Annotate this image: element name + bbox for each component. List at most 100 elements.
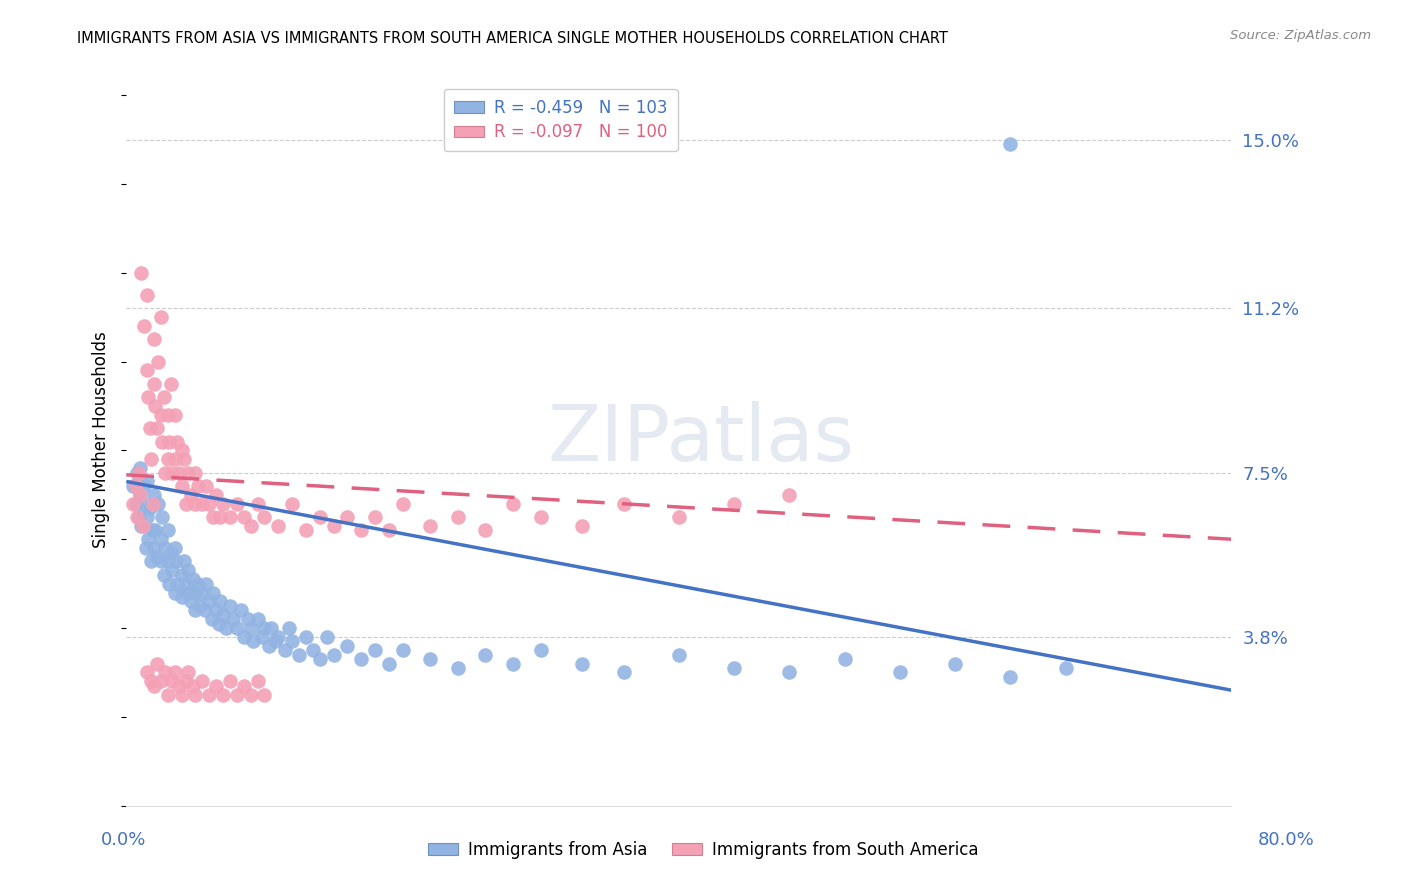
Point <box>232 679 254 693</box>
Point <box>122 497 145 511</box>
Point <box>180 594 202 608</box>
Point <box>141 674 163 689</box>
Point <box>260 621 283 635</box>
Point <box>163 665 186 680</box>
Point <box>668 510 690 524</box>
Point <box>239 621 262 635</box>
Point <box>250 630 273 644</box>
Point <box>149 310 172 325</box>
Point <box>177 585 200 599</box>
Point <box>156 408 179 422</box>
Point <box>143 399 166 413</box>
Point <box>127 510 149 524</box>
Point <box>174 576 197 591</box>
Point <box>174 674 197 689</box>
Point <box>364 510 387 524</box>
Point <box>205 488 228 502</box>
Legend: R = -0.459   N = 103, R = -0.097   N = 100: R = -0.459 N = 103, R = -0.097 N = 100 <box>444 88 678 152</box>
Point <box>170 590 193 604</box>
Point <box>364 643 387 657</box>
Point <box>264 634 287 648</box>
Point <box>149 533 172 547</box>
Point <box>668 648 690 662</box>
Point <box>295 630 318 644</box>
Point <box>160 563 183 577</box>
Point <box>198 497 221 511</box>
Point <box>167 679 190 693</box>
Point <box>159 376 181 391</box>
Point <box>246 497 269 511</box>
Y-axis label: Single Mother Households: Single Mother Households <box>93 331 110 548</box>
Point <box>159 545 181 559</box>
Point <box>177 563 200 577</box>
Point <box>194 603 217 617</box>
Point <box>174 497 197 511</box>
Point <box>150 510 173 524</box>
Point <box>142 679 165 693</box>
Point <box>132 497 155 511</box>
Point <box>253 688 276 702</box>
Point <box>322 519 344 533</box>
Point <box>191 674 214 689</box>
Point <box>170 567 193 582</box>
Point <box>129 488 152 502</box>
Point <box>391 643 413 657</box>
Point <box>723 497 745 511</box>
Point <box>191 497 214 511</box>
Point <box>157 576 180 591</box>
Point <box>136 288 159 302</box>
Point <box>160 674 183 689</box>
Point <box>163 541 186 555</box>
Point <box>141 554 163 568</box>
Point <box>208 616 231 631</box>
Point <box>257 639 280 653</box>
Point <box>128 510 150 524</box>
Point <box>156 554 179 568</box>
Point <box>184 688 207 702</box>
Point <box>315 630 337 644</box>
Point <box>173 554 195 568</box>
Point <box>239 519 262 533</box>
Point <box>181 572 204 586</box>
Point <box>834 652 856 666</box>
Point <box>474 524 496 538</box>
Point <box>138 390 160 404</box>
Text: Source: ZipAtlas.com: Source: ZipAtlas.com <box>1230 29 1371 42</box>
Point <box>308 510 330 524</box>
Point <box>131 519 153 533</box>
Point <box>219 510 242 524</box>
Point <box>391 497 413 511</box>
Point <box>156 688 179 702</box>
Point <box>136 363 159 377</box>
Point <box>215 621 238 635</box>
Point <box>253 510 276 524</box>
Point <box>184 497 207 511</box>
Point <box>163 452 186 467</box>
Point <box>166 434 188 449</box>
Point <box>139 501 162 516</box>
Point <box>447 661 470 675</box>
Point <box>191 585 214 599</box>
Point <box>336 510 359 524</box>
Point <box>1000 136 1022 151</box>
Point <box>131 266 153 280</box>
Point <box>350 652 373 666</box>
Point <box>308 652 330 666</box>
Point <box>122 479 145 493</box>
Point <box>778 665 800 680</box>
Point <box>146 497 169 511</box>
Point <box>239 688 262 702</box>
Point <box>419 519 441 533</box>
Point <box>188 599 211 613</box>
Point <box>166 576 188 591</box>
Point <box>125 479 148 493</box>
Point <box>142 376 165 391</box>
Point <box>129 461 152 475</box>
Point <box>419 652 441 666</box>
Point <box>242 634 264 648</box>
Point <box>170 443 193 458</box>
Point <box>138 533 160 547</box>
Point <box>474 648 496 662</box>
Point <box>156 452 179 467</box>
Point <box>136 510 159 524</box>
